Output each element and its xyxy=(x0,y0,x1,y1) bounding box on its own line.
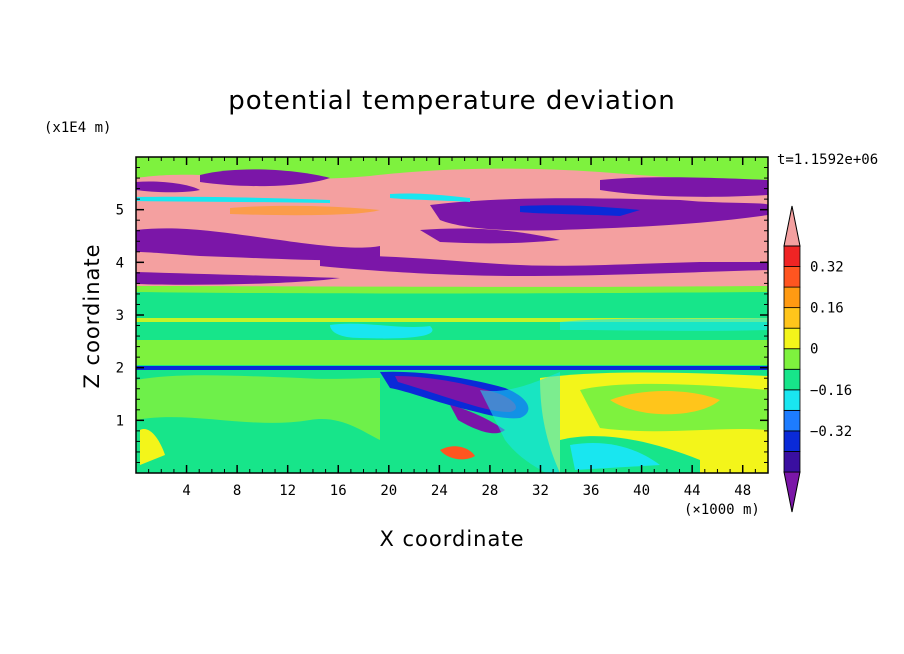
y-tick-label: 2 xyxy=(116,361,124,377)
x-axis-label: X coordinate xyxy=(379,527,525,551)
x-tick-label: 8 xyxy=(233,483,241,499)
x-tick-label: 20 xyxy=(380,483,397,499)
colorbar-box xyxy=(783,389,801,411)
colorbar-label: −0.16 xyxy=(810,383,852,399)
colorbar-label: −0.32 xyxy=(810,424,852,440)
y-axis: 1 2 3 4 5 xyxy=(116,167,768,463)
x-tick-label: 12 xyxy=(279,483,296,499)
colorbar-box xyxy=(783,430,801,452)
colorbar-box xyxy=(783,266,801,288)
colorbar-max-arrow xyxy=(783,205,801,247)
time-label: t=1.1592e+06 xyxy=(777,152,879,168)
x-tick-label: 36 xyxy=(583,483,600,499)
y-tick-label: 1 xyxy=(116,413,124,429)
x-axis-unit: (×1000 m) xyxy=(684,502,760,518)
x-tick-label: 32 xyxy=(532,483,549,499)
y-tick-label: 3 xyxy=(116,308,124,324)
colorbar-box xyxy=(783,327,801,350)
x-axis: 4 8 12 16 20 24 28 32 36 40 44 48 xyxy=(148,157,756,499)
z-axis-unit: (x1E4 m) xyxy=(44,120,112,136)
colorbar-box xyxy=(783,286,801,309)
x-tick-label: 24 xyxy=(431,483,448,499)
colorbar-label: 0 xyxy=(810,342,818,358)
colorbar-box xyxy=(783,348,801,370)
x-tick-label: 16 xyxy=(330,483,347,499)
y-tick-label: 4 xyxy=(116,255,124,271)
x-tick-label: 44 xyxy=(684,483,701,499)
colorbar: 0.32 0.16 0 −0.16 −0.32 xyxy=(783,205,852,513)
colorbar-box xyxy=(783,451,801,473)
colorbar-box xyxy=(783,307,801,329)
colorbar-min-arrow xyxy=(783,471,801,513)
colorbar-box xyxy=(783,368,801,391)
colorbar-label: 0.32 xyxy=(810,260,844,276)
x-tick-label: 40 xyxy=(633,483,650,499)
colorbar-box xyxy=(783,409,801,432)
x-tick-label: 48 xyxy=(734,483,751,499)
x-tick-label: 4 xyxy=(182,483,190,499)
colorbar-box xyxy=(783,245,801,267)
x-tick-label: 28 xyxy=(481,483,498,499)
chart-title: potential temperature deviation xyxy=(228,86,676,116)
y-tick-label: 5 xyxy=(116,203,124,219)
colorbar-label: 0.16 xyxy=(810,301,844,317)
contour-field xyxy=(136,157,768,473)
